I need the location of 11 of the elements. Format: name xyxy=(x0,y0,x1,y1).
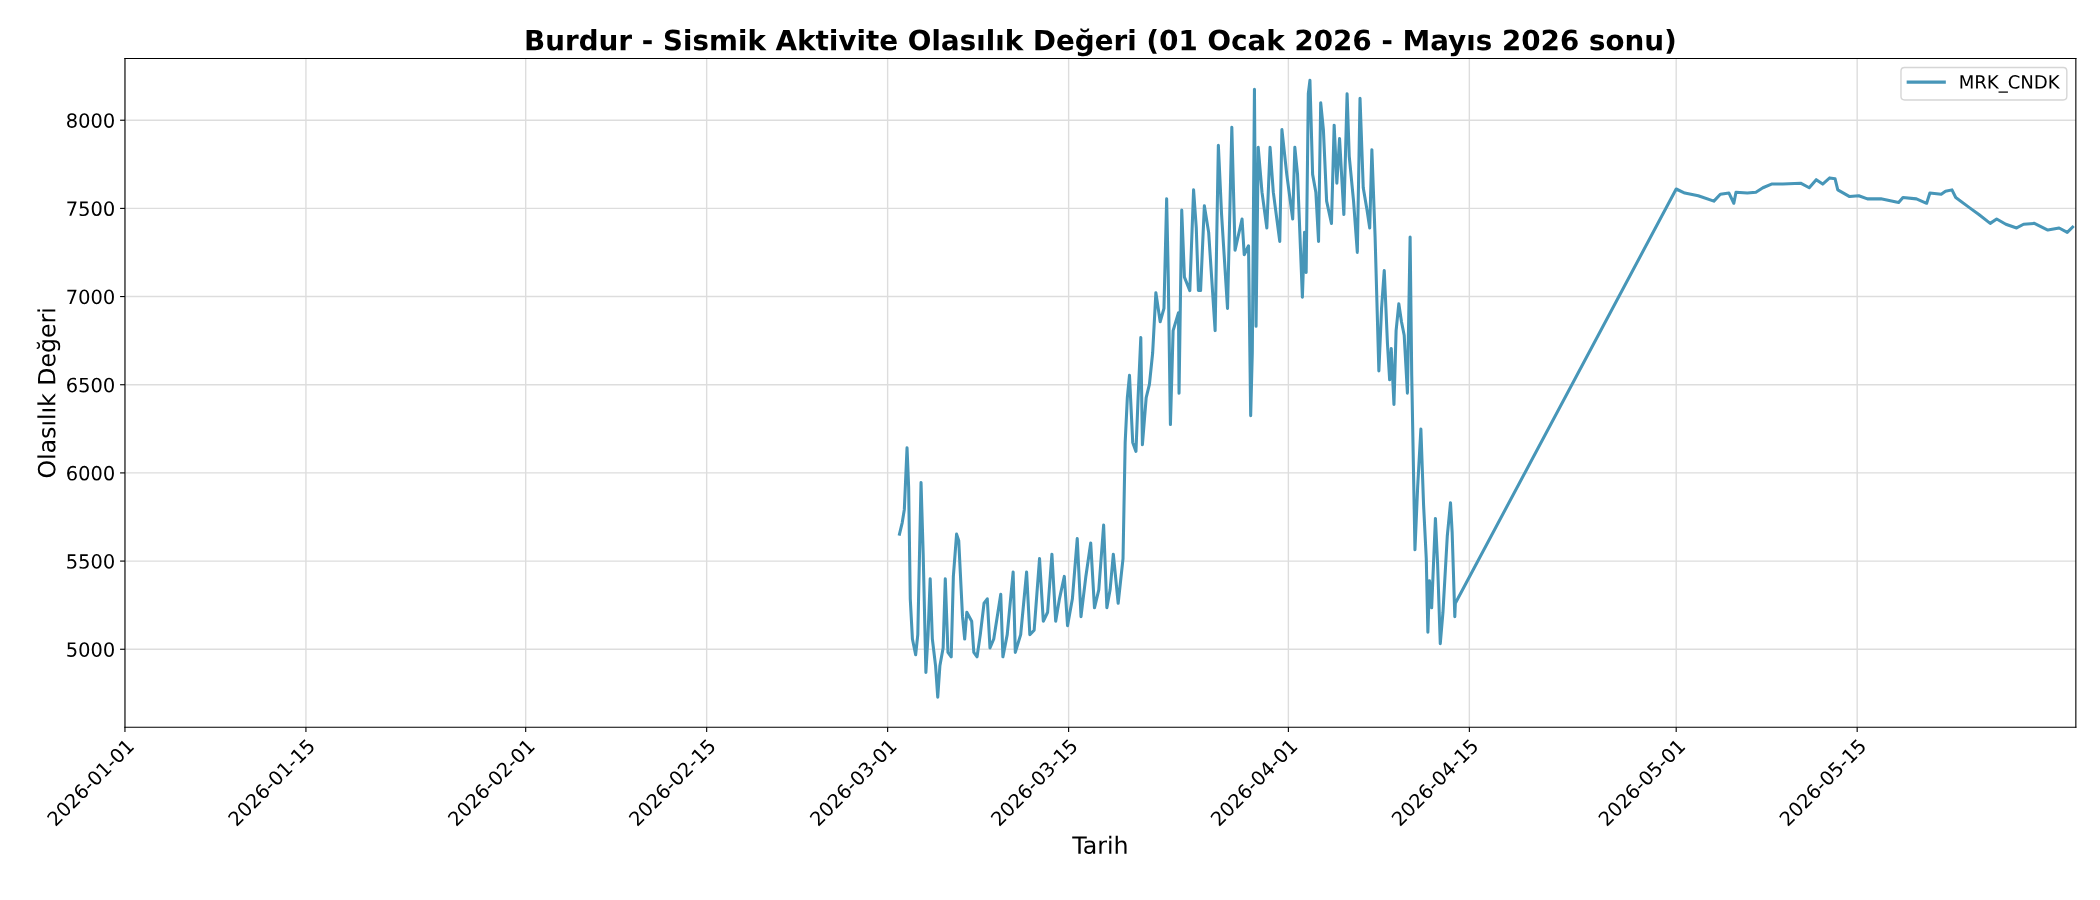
x-axis-title: Tarih xyxy=(1072,835,1127,854)
y-tick-label: 7000 xyxy=(67,289,114,305)
chart-title: Burdur - Sismik Aktivite Olasılık Değeri (01 Ocak 2026 - Mayıs 2026 sonu) xyxy=(526,28,1675,57)
y-axis-title: Olasılık Değeri xyxy=(36,309,61,478)
y-tick-label: 5000 xyxy=(67,642,114,657)
y-tick-label: 7500 xyxy=(67,201,114,217)
y-tick-label: 5500 xyxy=(67,554,114,569)
y-tick-label: 8000 xyxy=(67,113,114,128)
y-tick-label: 6500 xyxy=(67,377,114,393)
y-tick-label: 6000 xyxy=(67,465,114,481)
legend-label: MRK_CNDK xyxy=(1960,75,2060,93)
